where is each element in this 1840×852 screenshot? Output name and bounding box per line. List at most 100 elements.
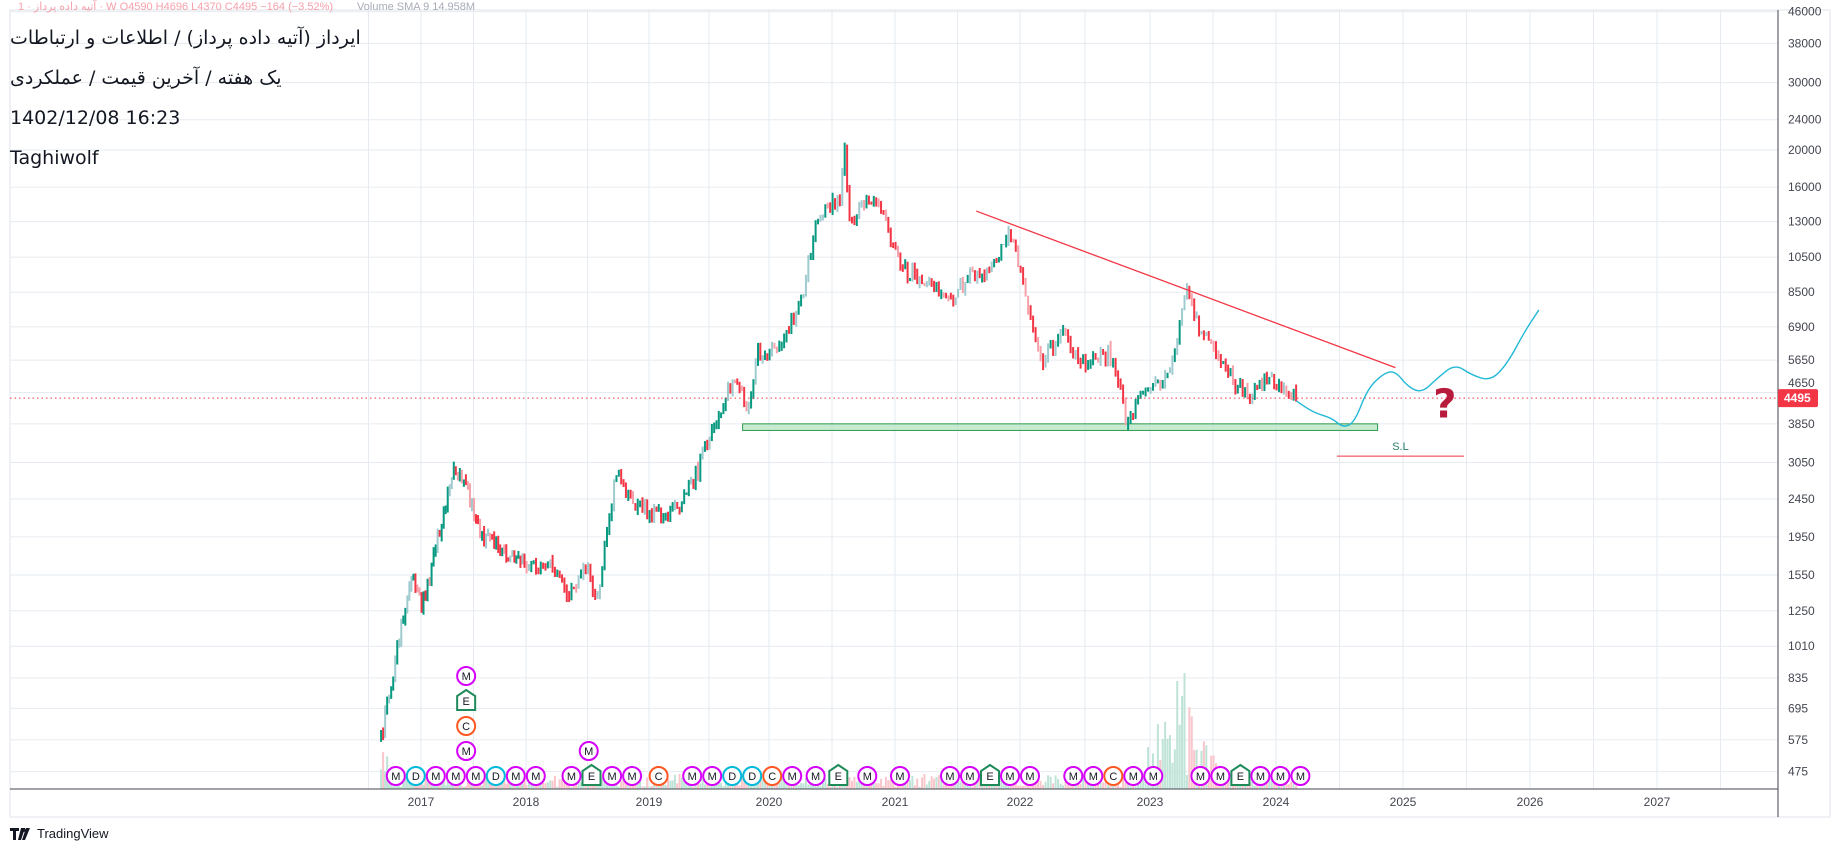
candle <box>525 560 528 574</box>
candle <box>667 511 670 522</box>
volume-bar <box>778 783 781 789</box>
event-marker-m[interactable]: M <box>682 766 703 786</box>
tradingview-logo[interactable]: TradingView <box>10 826 109 841</box>
event-marker-c[interactable]: C <box>456 716 477 736</box>
volume-bar <box>923 773 926 789</box>
candle <box>549 559 552 569</box>
event-marker-m[interactable]: M <box>445 766 466 786</box>
price-tick-label: 695 <box>1788 701 1808 715</box>
candle <box>1185 283 1188 300</box>
candle <box>515 555 518 564</box>
support-rectangle[interactable] <box>742 423 1379 431</box>
event-marker-m[interactable]: M <box>1123 766 1144 786</box>
candle <box>841 167 844 206</box>
volume-bar <box>959 781 962 789</box>
event-marker-m[interactable]: M <box>561 766 582 786</box>
event-marker-m[interactable]: M <box>456 666 477 686</box>
event-marker-m[interactable]: M <box>1083 766 1104 786</box>
event-marker-m[interactable]: M <box>1063 766 1084 786</box>
price-axis[interactable]: 46000 38000 30000 24000 20000 16000 13000 10500… <box>1788 5 1822 779</box>
candle <box>558 570 561 579</box>
candle <box>894 241 897 250</box>
event-marker-m[interactable]: M <box>940 766 960 786</box>
volume-bar <box>1062 785 1065 789</box>
candle <box>710 423 713 442</box>
candle <box>901 264 904 272</box>
event-marker-c[interactable]: C <box>648 766 669 786</box>
event-marker-m[interactable]: M <box>782 766 803 786</box>
event-marker-m[interactable]: M <box>1000 766 1020 786</box>
price-tick-label: 3850 <box>1788 417 1815 431</box>
question-mark-annotation: ? <box>1433 381 1456 427</box>
event-marker-m[interactable]: M <box>805 766 826 786</box>
event-marker-d[interactable]: D <box>485 766 506 786</box>
candle <box>795 310 798 327</box>
event-marker-e[interactable]: E <box>828 763 849 786</box>
volume-bar <box>598 784 601 789</box>
trendline[interactable] <box>976 210 1396 369</box>
event-marker-e[interactable]: E <box>456 688 477 711</box>
event-marker-d[interactable]: D <box>405 766 426 786</box>
event-marker-m[interactable]: M <box>578 741 599 761</box>
event-marker-d[interactable]: D <box>742 766 763 786</box>
price-tick-label: 13000 <box>1788 215 1822 229</box>
projection-curve[interactable] <box>1295 309 1540 427</box>
support-zone[interactable] <box>742 423 1379 431</box>
event-marker-m[interactable]: M <box>1190 766 1211 786</box>
candle <box>622 479 625 487</box>
event-marker-c[interactable]: C <box>762 766 783 786</box>
event-marker-m[interactable]: M <box>385 766 406 786</box>
event-marker-m[interactable]: M <box>602 766 623 786</box>
candle <box>831 192 834 216</box>
candle <box>1077 347 1080 365</box>
candle <box>1139 390 1142 399</box>
event-marker-e[interactable]: E <box>1230 763 1251 786</box>
candle <box>1144 387 1147 397</box>
volume-bar <box>1166 738 1169 789</box>
event-marker-m[interactable]: M <box>1020 766 1040 786</box>
event-marker-m[interactable]: M <box>890 766 910 786</box>
volume-bar <box>1019 785 1022 789</box>
event-marker-m[interactable]: M <box>960 766 980 786</box>
grid <box>10 10 1778 789</box>
time-axis[interactable]: 2017 2018 2019 2020 2021 2022 2023 2024 2025 2026… <box>408 795 1671 809</box>
candle <box>636 498 639 516</box>
event-marker-m[interactable]: M <box>1250 766 1271 786</box>
volume-bar <box>636 780 639 789</box>
event-marker-d[interactable]: D <box>722 766 743 786</box>
event-marker-m[interactable]: M <box>1210 766 1231 786</box>
event-marker-e[interactable]: E <box>980 763 1000 786</box>
event-marker-m[interactable]: M <box>425 766 446 786</box>
candle <box>598 584 601 600</box>
volume-bar <box>1099 783 1102 789</box>
event-marker-m[interactable]: M <box>505 766 526 786</box>
candle <box>460 469 463 484</box>
event-marker-m[interactable]: M <box>1290 766 1311 786</box>
event-marker-letter: M <box>811 771 820 783</box>
event-marker-m[interactable]: M <box>702 766 723 786</box>
event-marker-e[interactable]: E <box>581 763 602 786</box>
event-marker-m[interactable]: M <box>1143 766 1164 786</box>
event-marker-m[interactable]: M <box>465 766 486 786</box>
drawings[interactable]: S.L? <box>10 210 1778 457</box>
symbol-legend[interactable]: 1 · آتیه داده پرداز · W O4590 H4696 L437… <box>18 1 334 13</box>
event-marker-m[interactable]: M <box>622 766 643 786</box>
event-marker-m[interactable]: M <box>525 766 546 786</box>
volume-bar <box>961 778 964 789</box>
volume-legend[interactable]: Volume SMA 9 14.958M <box>357 1 476 13</box>
candle <box>537 567 540 575</box>
candle <box>848 184 851 222</box>
event-marker-c[interactable]: C <box>1103 766 1124 786</box>
volume-bar <box>1049 776 1052 789</box>
event-marker-m[interactable]: M <box>456 741 477 761</box>
event-marker-m[interactable]: M <box>1270 766 1291 786</box>
volume-bar <box>1129 786 1132 789</box>
candle <box>1052 339 1055 356</box>
candle <box>697 461 700 481</box>
candle <box>412 573 415 581</box>
candle <box>1037 336 1040 352</box>
event-marker-m[interactable]: M <box>857 766 878 786</box>
meeting-icon <box>602 766 623 786</box>
